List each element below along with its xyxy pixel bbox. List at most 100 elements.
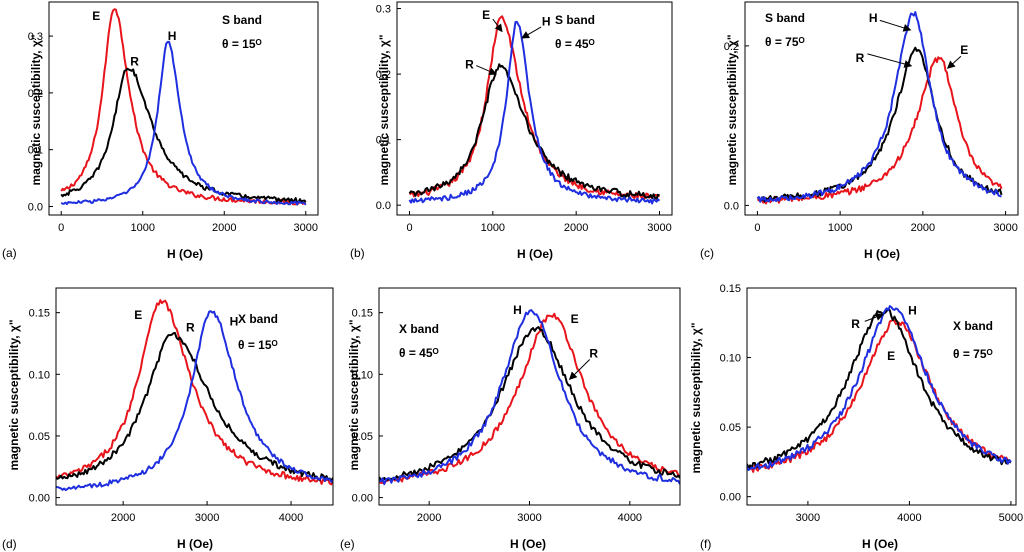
- y-axis-title: magnetic susceptibility, χ": [725, 34, 739, 185]
- plot-frame: [396, 1, 673, 216]
- y-tick-label: 0.1: [28, 145, 43, 157]
- panel-label: (a): [2, 246, 17, 260]
- x-tick-label: 5000: [999, 512, 1023, 524]
- curve-label-E: E: [571, 312, 579, 326]
- series-line-R: [747, 308, 1012, 470]
- y-tick-label: 0.2: [376, 69, 391, 81]
- curve-label-R: R: [186, 320, 195, 334]
- y-tick-label: 0.00: [29, 493, 50, 505]
- y-tick-label: 0.3: [376, 4, 391, 16]
- series-line-H: [747, 305, 1012, 471]
- curve-label-H: H: [869, 11, 878, 25]
- x-tick-label: 2000: [111, 512, 135, 524]
- band-label: S band: [555, 13, 595, 27]
- x-tick-label: 1000: [828, 222, 852, 234]
- band-label: X band: [399, 322, 439, 336]
- series-line-E: [379, 312, 680, 485]
- curve-label-E: E: [887, 349, 895, 363]
- y-axis-title: magnetic susceptibility, χ": [347, 319, 361, 470]
- y-tick-label: 0.00: [352, 493, 373, 505]
- band-label: S band: [222, 13, 262, 27]
- curve-label-H: H: [513, 303, 522, 317]
- x-tick-label: 3000: [647, 222, 671, 234]
- y-tick-label: 0.00: [720, 492, 741, 504]
- x-tick-label: 0: [754, 222, 760, 234]
- annotation-arrow: [568, 359, 591, 380]
- curve-label-R: R: [130, 55, 139, 69]
- x-tick-label: 3000: [195, 512, 219, 524]
- x-tick-label: 4000: [279, 512, 303, 524]
- x-tick-label: 0: [58, 222, 64, 234]
- plot-frame: [744, 1, 1019, 216]
- series-line-R: [379, 326, 680, 482]
- series-line-R: [60, 67, 307, 204]
- y-tick-label: 0.2: [28, 88, 43, 100]
- series-line-H: [408, 20, 661, 205]
- y-tick-label: 0.0: [28, 201, 43, 213]
- panel-f: 3000 4000 5000 0.00 0.05 0.10 0.15 H (Oe) magnet…: [689, 283, 1023, 551]
- y-axis-title: magnetic susceptibility, χ": [689, 322, 703, 473]
- series-line-E: [408, 15, 661, 200]
- curve-label-E: E: [134, 308, 142, 322]
- band-label: S band: [765, 11, 805, 25]
- y-tick-label: 0.05: [352, 431, 373, 443]
- series-line-R: [408, 63, 660, 200]
- angle-label: θ = 15ᴼ: [238, 338, 278, 352]
- y-tick-label: 0.0: [724, 200, 739, 212]
- y-axis-title: magnetic susceptibility, χ": [377, 34, 391, 185]
- series-line-H: [56, 310, 333, 492]
- plot-frame: [48, 1, 319, 216]
- y-tick-label: 0.10: [352, 369, 373, 381]
- panel-b: 0 1000 2000 3000 0.0 0.1 0.2 0.3 H (Oe) magnetic …: [350, 1, 673, 261]
- series-line-H: [379, 309, 680, 486]
- annotation-arrow: [879, 19, 912, 32]
- x-tick-label: 2000: [564, 222, 588, 234]
- angle-label: θ = 45ᴼ: [555, 37, 595, 51]
- y-tick-label: 0.2: [724, 41, 739, 53]
- band-label: X band: [238, 312, 278, 326]
- series-line-E: [56, 299, 333, 486]
- x-axis-title: H (Oe): [517, 247, 553, 261]
- x-tick-label: 0: [406, 222, 412, 234]
- y-axis-title: magnetic susceptibility, χ": [29, 34, 43, 185]
- curve-label-E: E: [482, 8, 490, 22]
- panel-label: (c): [700, 246, 714, 260]
- angle-label: θ = 45ᴼ: [399, 346, 439, 360]
- panel-label: (d): [2, 537, 17, 551]
- band-label: X band: [953, 319, 993, 333]
- x-axis-title: H (Oe): [862, 537, 898, 551]
- series-line-E: [756, 56, 1003, 205]
- x-tick-label: 3000: [796, 512, 820, 524]
- panel-e: 2000 3000 4000 0.00 0.05 0.10 0.15 H (Oe) magnet…: [340, 287, 681, 551]
- series-line-H: [60, 40, 307, 206]
- panel-a: 0 1000 2000 3000 0.0 0.1 0.2 0.3 H (Oe) magnetic …: [2, 1, 319, 261]
- x-tick-label: 1000: [131, 222, 155, 234]
- y-tick-label: 0.15: [720, 283, 741, 295]
- x-tick-label: 4000: [618, 512, 642, 524]
- x-tick-label: 2000: [911, 222, 935, 234]
- annotation-arrow: [867, 53, 913, 68]
- curve-label-R: R: [851, 317, 860, 331]
- angle-label: θ = 75ᴼ: [953, 347, 993, 361]
- annotation-arrow: [492, 18, 503, 33]
- annotation-arrow: [946, 55, 962, 69]
- y-tick-label: 0.0: [376, 200, 391, 212]
- series-line-H: [756, 11, 1002, 203]
- panel-label: (f): [700, 537, 711, 551]
- panel-c: 0 1000 2000 3000 0.0 0.2 H (Oe) magnetic suscep…: [700, 1, 1019, 261]
- panel-label: (e): [340, 537, 355, 551]
- plot-frame: [746, 287, 1017, 506]
- angle-label: θ = 15ᴼ: [222, 37, 262, 51]
- y-tick-label: 0.10: [29, 369, 50, 381]
- curve-label-E: E: [960, 43, 968, 57]
- panel-label: (b): [350, 246, 365, 260]
- x-tick-label: 3000: [294, 222, 318, 234]
- y-tick-label: 0.10: [720, 353, 741, 365]
- x-axis-title: H (Oe): [177, 537, 213, 551]
- plot-frame: [55, 287, 334, 506]
- y-tick-label: 0.05: [720, 422, 741, 434]
- y-tick-label: 0.05: [29, 431, 50, 443]
- y-tick-label: 0.15: [352, 308, 373, 320]
- annotation-arrow: [521, 26, 542, 39]
